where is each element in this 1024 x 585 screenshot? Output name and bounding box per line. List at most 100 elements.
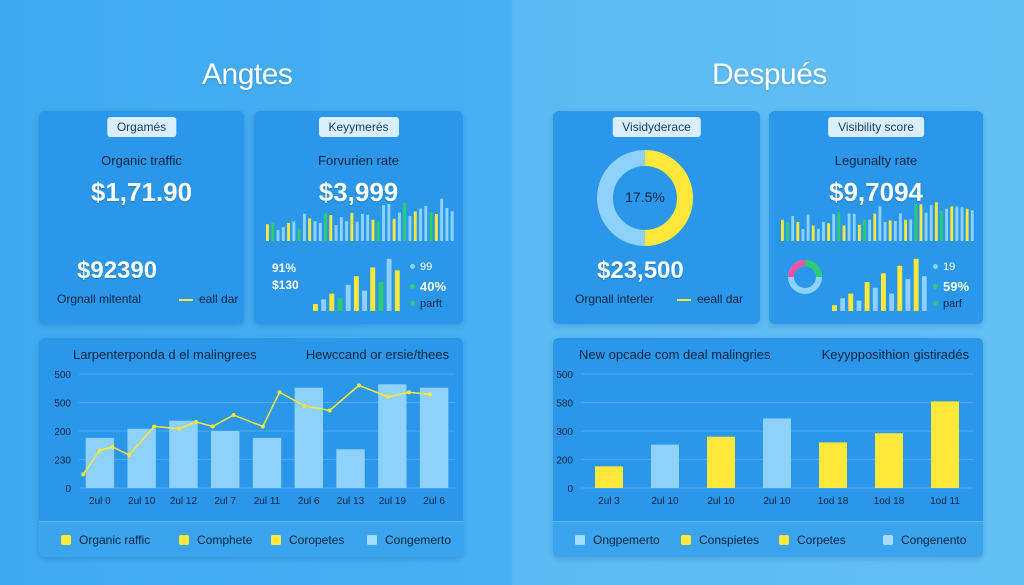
x-tick-label: 2ul 12 xyxy=(170,496,198,507)
mini-legend-3: parf xyxy=(943,298,962,310)
card-tag: Keyymerés xyxy=(318,117,399,137)
sparkline-bar xyxy=(955,206,959,241)
legend-swatch xyxy=(883,535,893,545)
mini-bar xyxy=(370,267,376,311)
mini-bar xyxy=(921,276,927,311)
card-subtitle: Legunalty rate xyxy=(834,153,918,168)
footer-legend-swatch xyxy=(179,299,193,301)
mini-bar xyxy=(897,265,903,311)
conversion-rate-card: Keyymerés Forvurien rate $3,999 91% $130… xyxy=(254,111,463,324)
legend-swatch xyxy=(271,535,281,545)
chart-title-right: Hewccand or ersie/thees xyxy=(305,347,449,362)
y-tick-label: 580 xyxy=(556,399,573,410)
line-point xyxy=(327,408,332,413)
mini-bar xyxy=(353,276,359,311)
sparkline-bar xyxy=(318,222,322,241)
chart-bar xyxy=(419,387,449,488)
mini-bar xyxy=(394,270,400,311)
sparkline-bar xyxy=(302,213,306,241)
sparkline-bar xyxy=(434,213,438,241)
sparkline-bar xyxy=(914,204,918,241)
sparkline-bar xyxy=(868,219,872,241)
mini-bar-chart xyxy=(832,258,927,311)
sparkline-bar xyxy=(440,198,444,241)
x-tick-label: 2ul 10 xyxy=(651,496,679,507)
line-point xyxy=(386,394,391,399)
mini-bar xyxy=(856,300,862,311)
mini-legend: 19 59% parf xyxy=(933,261,969,310)
line-point xyxy=(427,392,432,397)
sparkline-bar xyxy=(924,212,928,241)
mini-legend-1: 19 xyxy=(943,261,956,273)
sparkline-bar xyxy=(827,223,831,241)
sparkline-bar xyxy=(837,212,841,241)
sparkline-bar xyxy=(863,219,866,241)
mini-legend-2: 59% xyxy=(943,279,970,294)
chart-bar xyxy=(595,466,623,488)
sparkline-bar xyxy=(371,219,375,241)
x-tick-label: 2ul 10 xyxy=(707,496,735,507)
line-point xyxy=(210,424,215,429)
sparkline-bar xyxy=(361,213,364,241)
mini-bar xyxy=(313,304,318,311)
line-point xyxy=(81,472,86,477)
sparkline-bar xyxy=(857,224,861,241)
line-point xyxy=(407,390,412,395)
chart-title: New opcade com deal malingries xyxy=(579,347,771,362)
sparkline-bar xyxy=(893,220,897,241)
sparkline-bar xyxy=(397,212,401,241)
sparkline-bar xyxy=(419,208,422,241)
sparkline-bar xyxy=(847,213,851,241)
chart-plot: 0 200 300 580 500 2ul 3 2ul 10 2ul 10 2ul 10 1od … xyxy=(556,370,973,507)
chart-bar xyxy=(211,431,240,488)
visibility-score-card: Visibility score Legunalty rate $9,7094 … xyxy=(769,111,983,324)
sparkline-bar xyxy=(801,228,805,241)
chart-bar xyxy=(707,436,735,488)
sparkline-bar xyxy=(945,208,949,241)
mini-bar xyxy=(905,279,911,311)
footer-legend-swatch xyxy=(677,299,691,301)
x-tick-label: 2ul 11 xyxy=(254,496,281,507)
mini-bar xyxy=(864,282,870,311)
sparkline-bar xyxy=(796,221,800,241)
mini-legend-2: 40% xyxy=(420,279,447,294)
sparkline-bar xyxy=(883,221,887,241)
chart-bar xyxy=(294,387,323,488)
sparkline-bar xyxy=(929,205,933,241)
sparkline-bar xyxy=(297,228,301,241)
card-value: $1,71.90 xyxy=(90,177,193,207)
legend-item-1: Ongpemerto xyxy=(575,533,660,547)
x-tick-label: 2ul 6 xyxy=(298,496,320,507)
card-subtitle: Forvurien rate xyxy=(318,153,399,168)
card-tag: Orgamés xyxy=(106,117,177,137)
sparkline-bar xyxy=(960,207,964,241)
line-point xyxy=(193,419,198,424)
chart-bar xyxy=(336,449,365,488)
legend-swatch xyxy=(61,535,71,545)
chart-plot: 0 230 200 500 500 2ul 0 2ul 10 2ul 12 2ul 7 2ul 1… xyxy=(54,370,455,507)
sparkline-bar xyxy=(403,202,407,241)
mini-bar xyxy=(872,287,878,311)
line-point xyxy=(231,413,236,418)
y-tick-label: 200 xyxy=(54,427,71,438)
donut-label: 17.5% xyxy=(625,189,665,205)
sparkline-bar xyxy=(970,210,974,241)
card-value-secondary: $92390 xyxy=(77,257,158,284)
sparkline-bar xyxy=(811,225,815,241)
chart-bar xyxy=(651,444,679,488)
mini-bar xyxy=(881,273,886,311)
card-footer: Orgnall mitental xyxy=(57,292,142,306)
sparkline-bar xyxy=(781,219,784,241)
mini-bar xyxy=(832,305,837,311)
y-tick-label: 500 xyxy=(54,370,71,381)
mini-bar xyxy=(889,293,895,311)
chart-title-right: Keyypposithion gistiradés xyxy=(821,347,969,362)
card-subtitle: Organic traffic xyxy=(101,153,182,168)
mini-legend: 99 40% parft xyxy=(410,261,446,310)
chart-bar xyxy=(931,401,959,488)
sparkline-bar xyxy=(382,205,386,241)
sparkline-bar xyxy=(806,214,810,241)
legend-item-4: Congemerto xyxy=(367,533,451,547)
sparkline-bar xyxy=(413,211,417,241)
sparkline-bar xyxy=(450,211,454,241)
